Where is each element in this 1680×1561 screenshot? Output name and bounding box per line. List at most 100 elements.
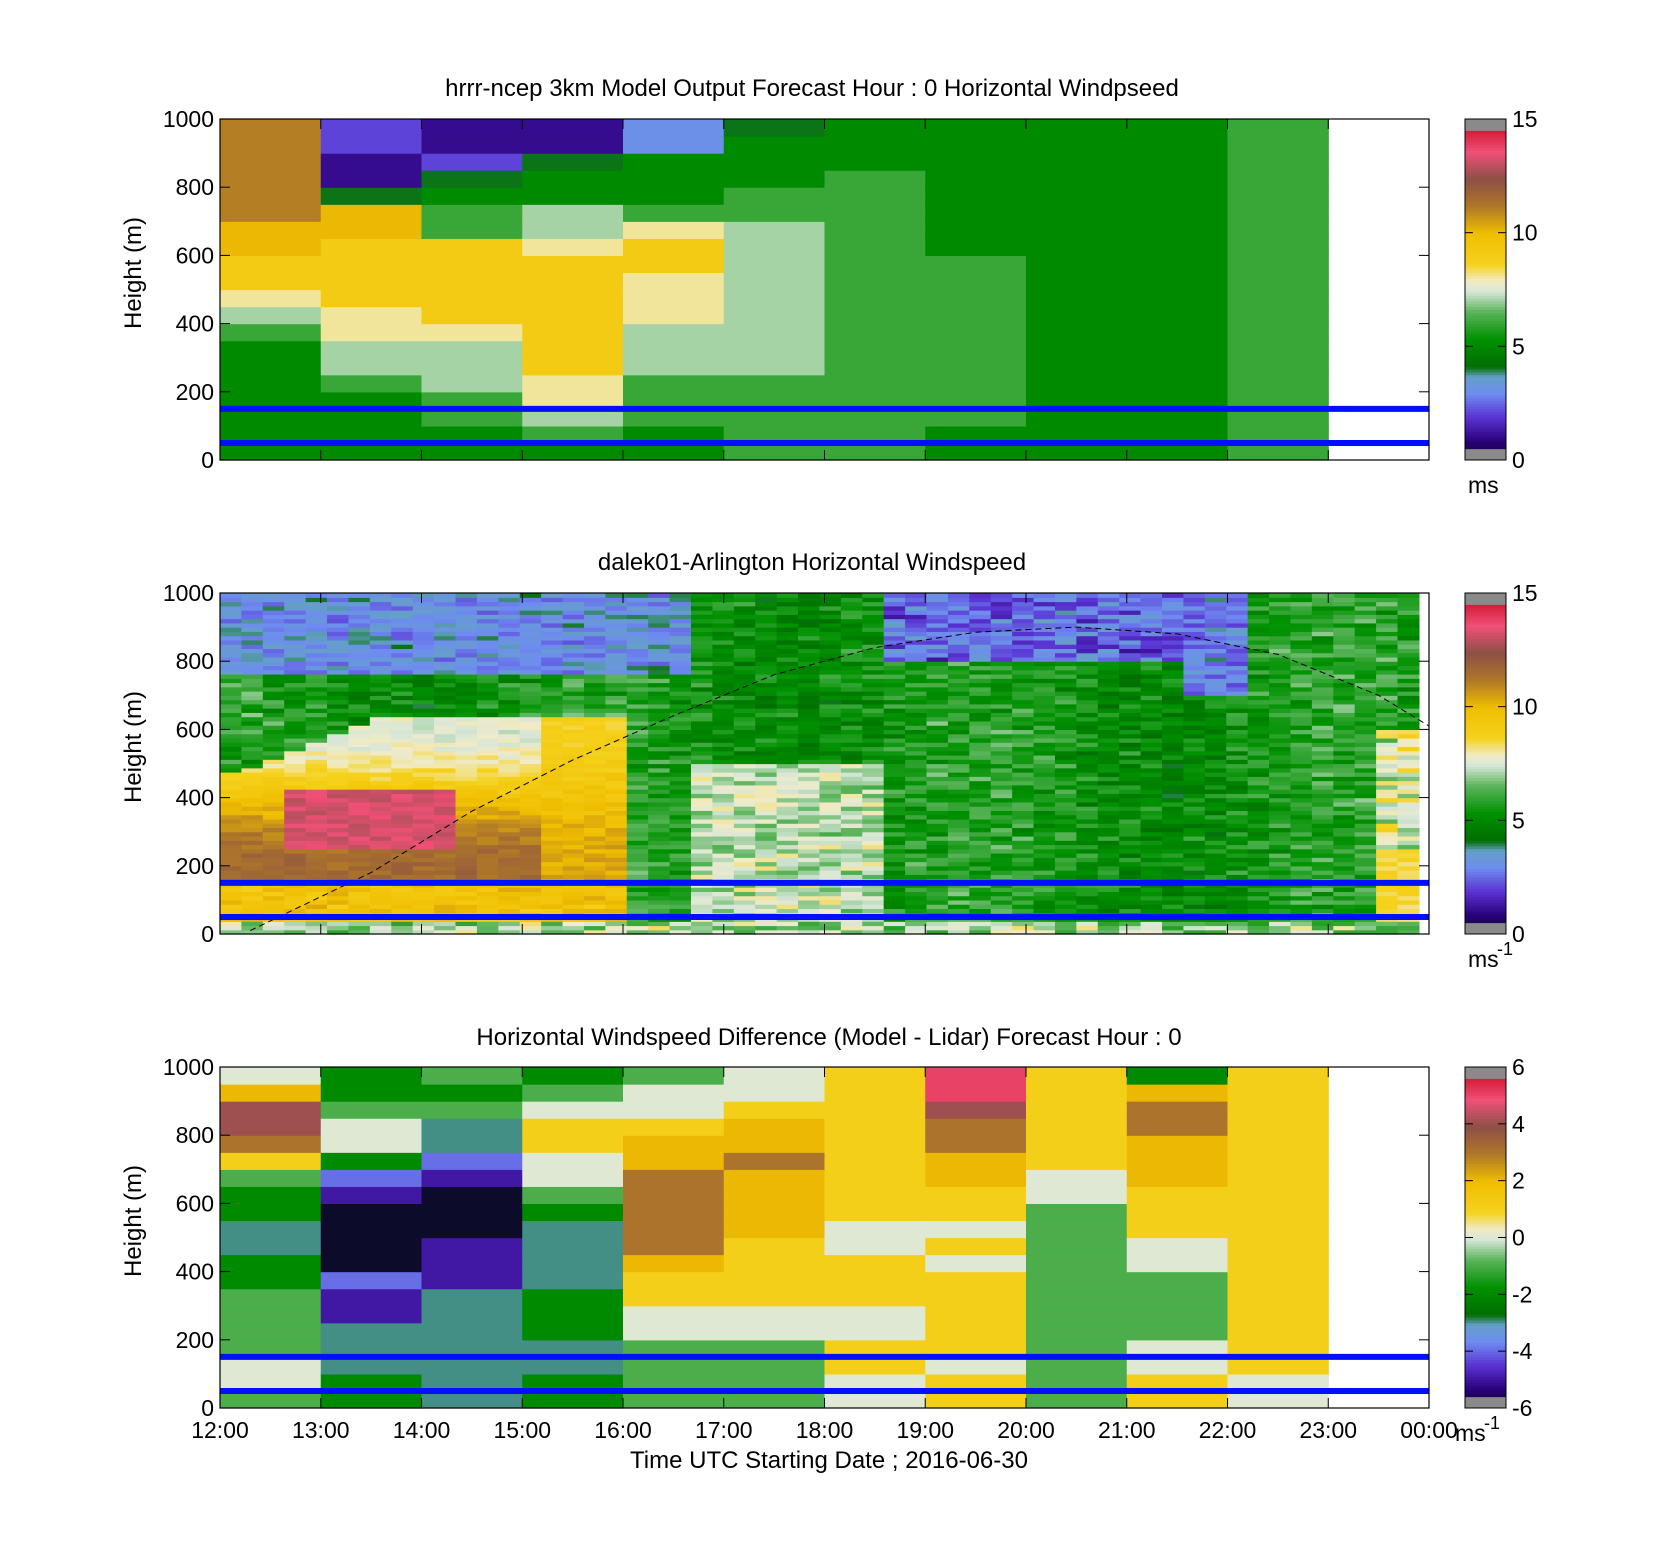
heatmap-cell (498, 691, 521, 696)
heatmap-cell (969, 904, 992, 910)
heatmap-cell (648, 720, 671, 726)
heatmap-cell (498, 784, 521, 790)
heatmap-cell (1012, 686, 1035, 692)
heatmap-cell (220, 605, 243, 611)
heatmap-cell (541, 618, 564, 624)
y-tick-label: 200 (176, 853, 214, 879)
heatmap-cell (284, 631, 307, 637)
heatmap-cell (1333, 806, 1356, 811)
heatmap-cell (990, 929, 1013, 935)
heatmap-cell (220, 861, 243, 867)
heatmap-cell (541, 865, 564, 871)
heatmap-cell (712, 652, 735, 658)
heatmap-cell (1290, 857, 1313, 863)
heatmap-cell (498, 593, 521, 598)
heatmap-cell (969, 746, 992, 752)
heatmap-cell (990, 823, 1013, 829)
heatmap-cell (1269, 627, 1292, 632)
heatmap-cell (1333, 673, 1356, 679)
heatmap-cell (947, 737, 970, 743)
heatmap-cell (284, 840, 307, 846)
heatmap-cell (969, 759, 992, 765)
heatmap-cell (648, 789, 671, 794)
heatmap-cell (1033, 797, 1056, 803)
heatmap-cell (541, 661, 564, 667)
heatmap-cell (1247, 784, 1270, 790)
heatmap-cell (1097, 780, 1120, 786)
heatmap-cell (1183, 789, 1206, 794)
heatmap-cell (926, 725, 949, 730)
heatmap-cell (220, 136, 322, 154)
heatmap-cell (905, 810, 928, 816)
heatmap-cell (990, 712, 1013, 718)
heatmap-cell (519, 703, 542, 709)
heatmap-cell (1226, 772, 1249, 777)
heatmap-cell (412, 772, 435, 777)
heatmap-cell (1204, 750, 1227, 756)
heatmap-cell (723, 340, 826, 359)
heatmap-cell (391, 644, 414, 650)
heatmap-cell (1247, 767, 1270, 773)
heatmap-cell (1226, 746, 1249, 752)
heatmap-cell (733, 605, 756, 611)
heatmap-cell (1033, 865, 1056, 871)
heatmap-cell (1140, 661, 1163, 667)
heatmap-cell (669, 853, 692, 858)
heatmap-cell (776, 806, 799, 811)
heatmap-cell (434, 861, 457, 867)
heatmap-cell (776, 853, 799, 858)
heatmap-cell (327, 929, 350, 935)
heatmap-cell (1026, 119, 1128, 137)
heatmap-cell (969, 644, 992, 650)
heatmap-cell (519, 754, 542, 760)
heatmap-cell (733, 691, 756, 696)
colorbar-segment (1465, 899, 1506, 904)
heatmap-cell (1204, 639, 1227, 645)
heatmap-cell (1333, 691, 1356, 696)
heatmap-cell (1162, 840, 1185, 846)
heatmap-cell (1269, 729, 1292, 735)
heatmap-cell (990, 622, 1013, 628)
heatmap-cell (519, 870, 542, 875)
heatmap-cell (755, 605, 778, 611)
heatmap-cell (905, 789, 928, 794)
heatmap-cell (1333, 601, 1356, 607)
heatmap-cell (840, 720, 863, 726)
heatmap-cell (1012, 925, 1035, 931)
heatmap-cell (969, 605, 992, 611)
heatmap-cell (623, 170, 725, 188)
heatmap-cell (733, 746, 756, 752)
colorbar-segment (1465, 363, 1506, 367)
heatmap-cell (819, 899, 842, 905)
colorbar-segment (1465, 289, 1506, 293)
heatmap-cell (819, 806, 842, 811)
heatmap-cell (712, 754, 735, 760)
heatmap-cell (562, 844, 585, 850)
heatmap-cell (327, 874, 350, 880)
heatmap-cell (369, 673, 392, 679)
heatmap-cell (883, 904, 906, 910)
heatmap-cell (798, 682, 821, 688)
heatmap-cell (284, 797, 307, 803)
heatmap-cell (990, 708, 1013, 713)
heatmap-cell (840, 605, 863, 611)
heatmap-cell (776, 754, 799, 760)
heatmap-cell (391, 857, 414, 863)
heatmap-cell (562, 823, 585, 829)
heatmap-cell (1354, 725, 1377, 730)
heatmap-cell (1397, 784, 1420, 790)
heatmap-cell (1290, 908, 1313, 914)
heatmap-cell (391, 929, 414, 935)
heatmap-cell (412, 895, 435, 901)
heatmap-cell (733, 857, 756, 863)
heatmap-cell (626, 899, 649, 905)
heatmap-cell (220, 255, 322, 274)
heatmap-cell (905, 673, 928, 679)
heatmap-cell (1354, 699, 1377, 705)
colorbar-segment (1465, 164, 1506, 168)
heatmap-cell (220, 746, 243, 752)
heatmap-cell (755, 921, 778, 927)
heatmap-cell (648, 648, 671, 654)
colorbar-segment (1465, 241, 1506, 245)
heatmap-cell (626, 887, 649, 892)
